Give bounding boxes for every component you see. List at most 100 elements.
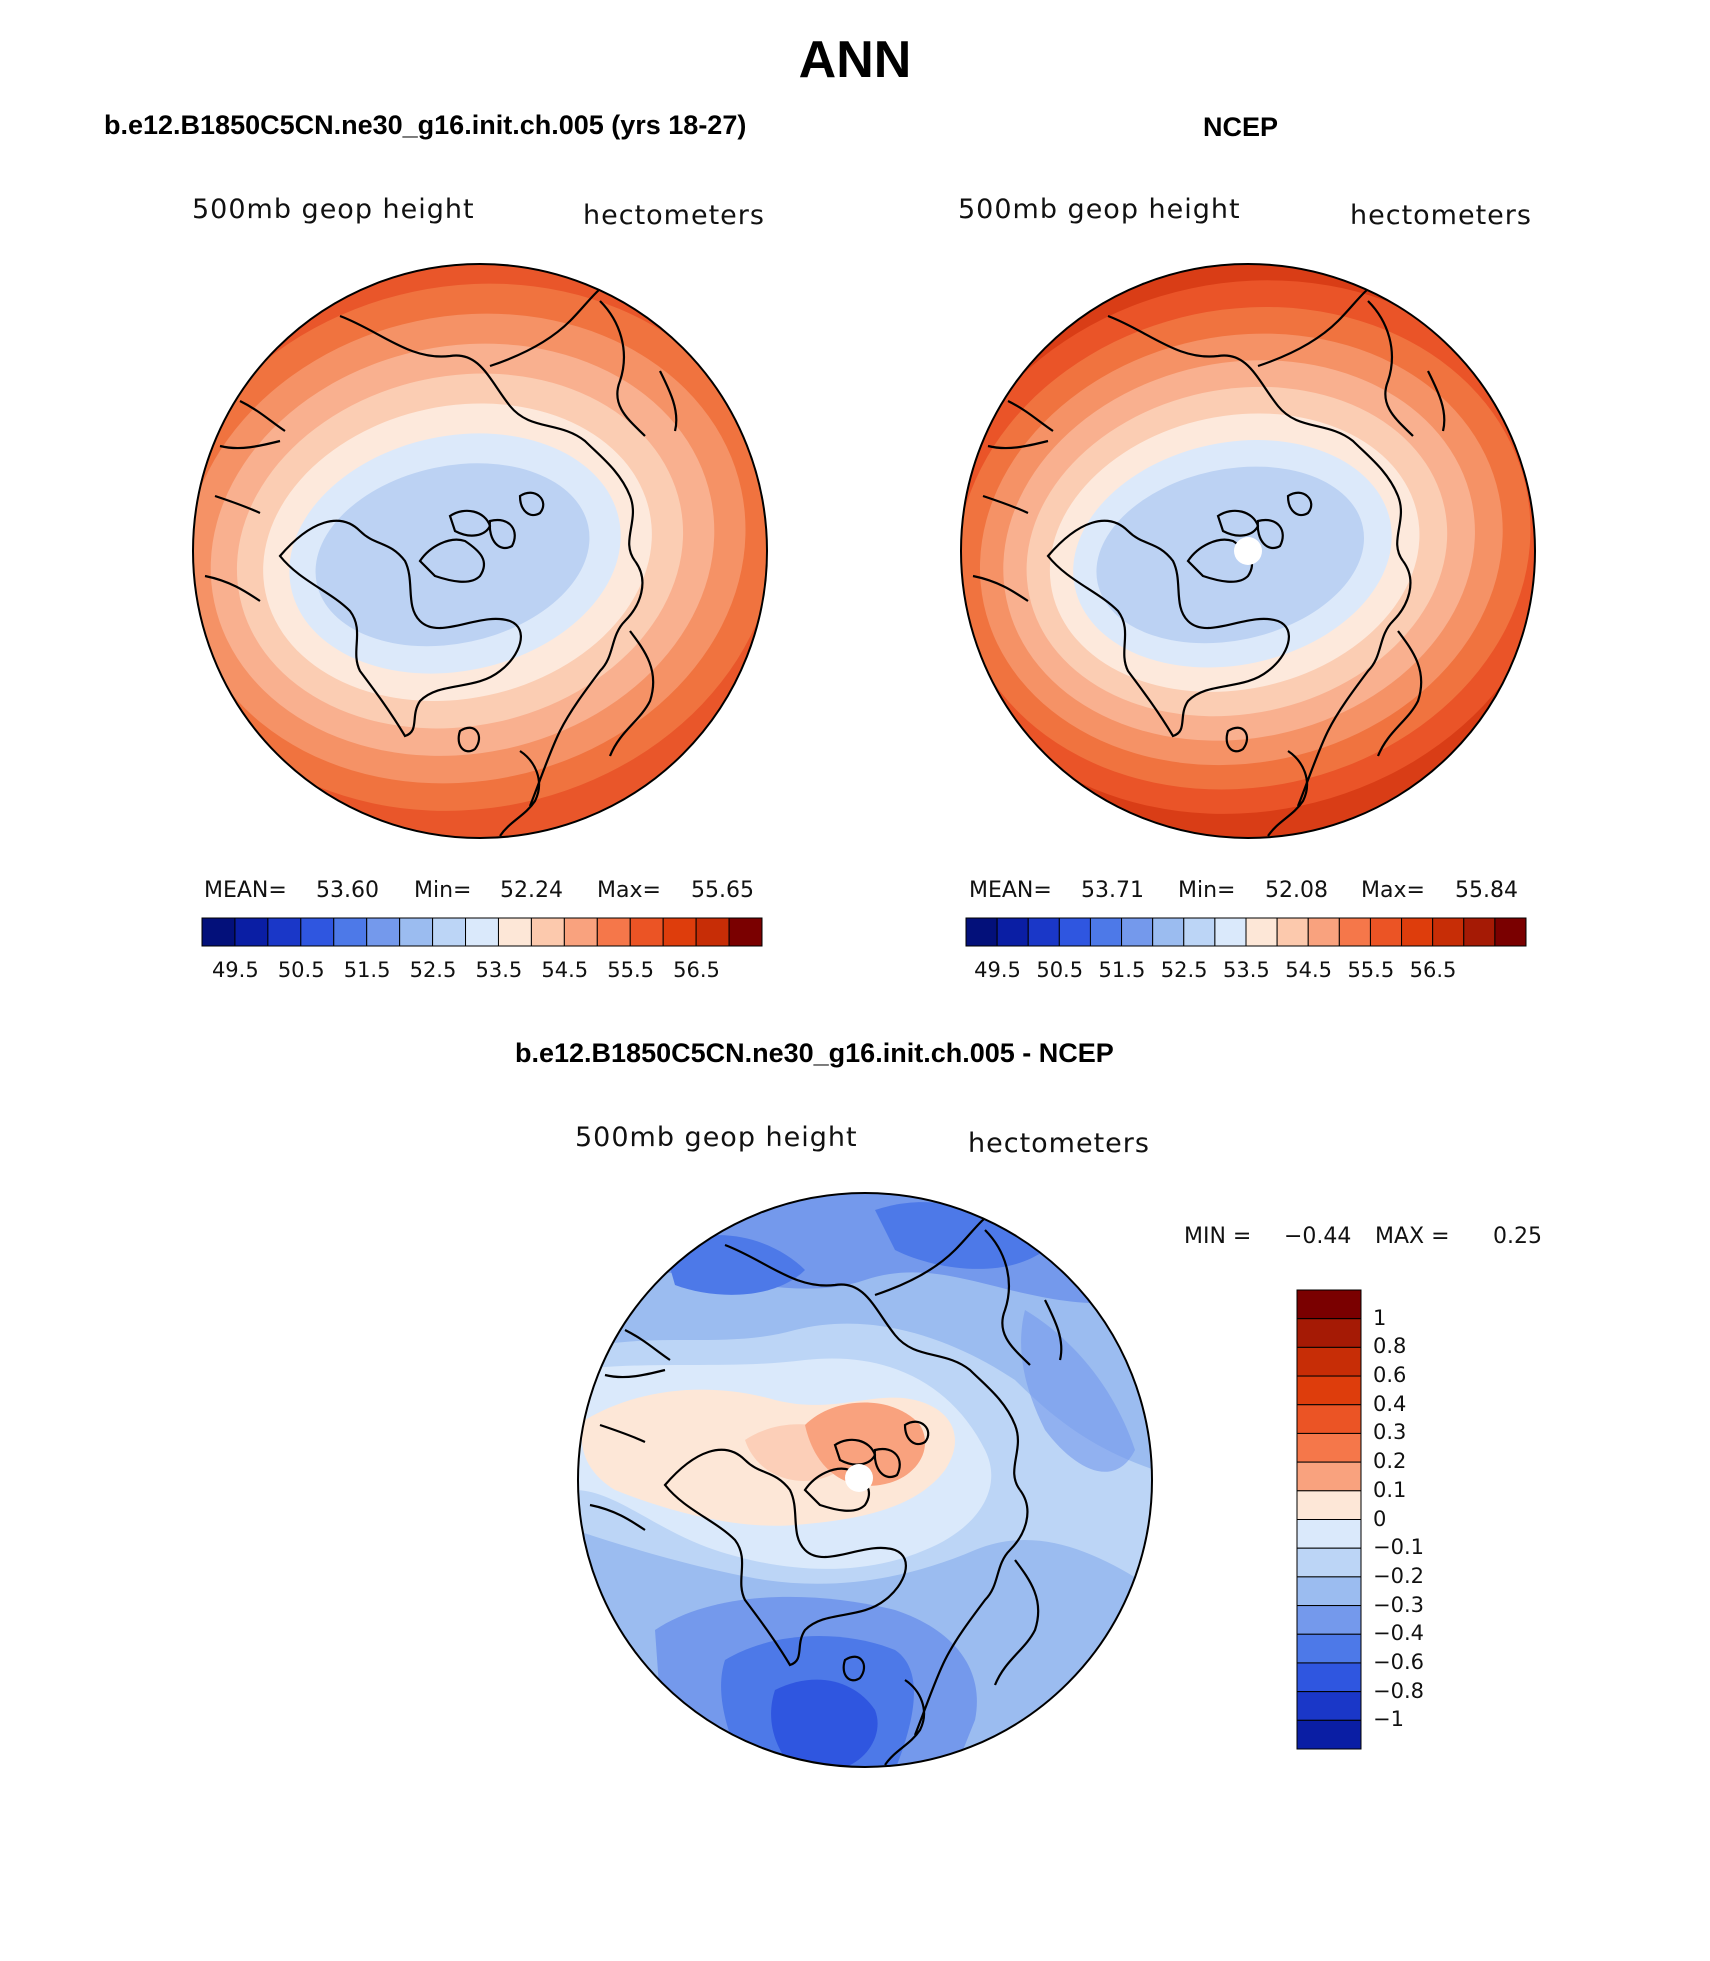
colorbar-tick-label: 55.5 xyxy=(1347,958,1395,982)
colorbar-box xyxy=(1121,917,1154,947)
colorbar-box xyxy=(465,917,499,947)
colorbar-tick-label: 54.5 xyxy=(1285,958,1332,982)
colorbar-tick-label: 0.1 xyxy=(1373,1477,1407,1502)
colorbar-tick-label: 51.5 xyxy=(1098,958,1146,982)
colorbar-box xyxy=(1089,917,1123,947)
colorbar-tick-label: 56.5 xyxy=(1409,958,1457,982)
map-boundary-model xyxy=(192,263,768,839)
colorbar-box xyxy=(1307,917,1340,947)
mean-label-obs: MEAN= xyxy=(969,878,1052,903)
contour-fill-model xyxy=(193,264,767,838)
colorbar-box xyxy=(1401,917,1434,947)
colorbar-box xyxy=(1296,1289,1362,1320)
colorbar-box xyxy=(1296,1691,1362,1721)
polar-map-model xyxy=(192,263,768,839)
pole-hole-difference xyxy=(845,1464,873,1492)
max-label-obs: Max= xyxy=(1361,878,1425,903)
polar-map-obs xyxy=(960,263,1536,839)
colorbar-box xyxy=(965,917,998,947)
colorbar-box xyxy=(1296,1490,1362,1520)
colorbar-box xyxy=(1296,1519,1362,1549)
colorbar-tick-label: 52.5 xyxy=(409,958,457,982)
min-label-model: Min= xyxy=(414,878,472,903)
colorbar-box xyxy=(497,917,532,947)
colorbar-tick-label: 50.5 xyxy=(277,958,325,982)
colorbar-tick-label: 53.5 xyxy=(475,958,523,982)
colorbar-box xyxy=(1296,1633,1362,1664)
map-boundary-difference xyxy=(577,1192,1153,1768)
colorbar-difference xyxy=(1296,1289,1362,1750)
coastlines-model xyxy=(204,280,678,837)
colorbar-box xyxy=(1296,1547,1362,1578)
colorbar-box xyxy=(1369,917,1403,947)
colorbar-tick-label: 49.5 xyxy=(211,958,259,982)
colorbar-tick-label: −0.8 xyxy=(1373,1678,1424,1703)
figure-title: ANN xyxy=(798,31,912,89)
colorbar-tick-label: 51.5 xyxy=(343,958,391,982)
colorbar-box xyxy=(695,917,730,947)
colorbar-box xyxy=(1296,1576,1362,1607)
colorbar-tick-label: 1 xyxy=(1373,1305,1387,1330)
colorbar-box xyxy=(1296,1346,1362,1377)
panel-title-difference: b.e12.B1850C5CN.ne30_g16.init.ch.005 - N… xyxy=(515,1038,1114,1068)
colorbar-box xyxy=(1494,917,1527,947)
colorbar-tick-label: −0.6 xyxy=(1373,1649,1424,1674)
colorbar-tick-label: 0.3 xyxy=(1373,1420,1407,1445)
contour-band xyxy=(1096,466,1365,644)
colorbar-tick-label: 0.6 xyxy=(1373,1363,1407,1388)
colorbar-box xyxy=(629,917,664,947)
panel-title-obs: NCEP xyxy=(1203,112,1279,142)
mean-value-model: 53.60 xyxy=(316,878,379,903)
max-label-model: Max= xyxy=(597,878,661,903)
variable-label-model: 500mb geop height xyxy=(192,194,475,225)
colorbar-tick-label: −0.2 xyxy=(1373,1563,1424,1588)
max-value-obs: 55.84 xyxy=(1455,878,1518,903)
colorbar-box xyxy=(728,917,763,947)
colorbar-box xyxy=(662,917,697,947)
colorbar-box xyxy=(300,917,335,947)
units-label-difference: hectometers xyxy=(968,1128,1150,1159)
mean-value-obs: 53.71 xyxy=(1081,878,1144,903)
colorbar-box xyxy=(432,917,467,947)
colorbar-box xyxy=(1296,1432,1362,1463)
colorbar-box xyxy=(201,917,236,947)
min-value-obs: 52.08 xyxy=(1265,878,1328,903)
colorbar-box xyxy=(596,917,631,947)
colorbar-box xyxy=(563,917,598,947)
colorbar-box xyxy=(1276,917,1309,947)
pole-hole-obs xyxy=(1234,537,1262,565)
colorbar-box xyxy=(530,917,565,947)
diff-max-label: MAX = xyxy=(1375,1224,1450,1249)
colorbar-obs xyxy=(965,917,1527,947)
colorbar-tick-label: 56.5 xyxy=(673,958,720,982)
colorbar-tick-label: 0.2 xyxy=(1373,1449,1407,1474)
diff-max-value: 0.25 xyxy=(1493,1224,1542,1249)
max-value-model: 55.65 xyxy=(691,878,754,903)
colorbar-box xyxy=(1214,917,1247,947)
min-value-model: 52.24 xyxy=(500,878,563,903)
colorbar-tick-label: 50.5 xyxy=(1036,958,1084,982)
colorbar-tick-label: −0.3 xyxy=(1373,1592,1424,1617)
colorbar-tick-label: 0.8 xyxy=(1373,1334,1407,1359)
colorbar-box xyxy=(1152,917,1185,947)
colorbar-box xyxy=(1296,1375,1362,1406)
coastlines-obs xyxy=(972,280,1446,837)
colorbar-box xyxy=(1296,1318,1362,1348)
map-boundary-obs xyxy=(960,263,1536,839)
colorbar-box xyxy=(1296,1461,1362,1492)
colorbar-tick-label: 0.4 xyxy=(1373,1391,1407,1416)
colorbar-box xyxy=(996,917,1029,947)
colorbar-tick-label: −0.4 xyxy=(1373,1621,1424,1646)
variable-label-difference: 500mb geop height xyxy=(575,1122,858,1153)
colorbar-box xyxy=(1463,917,1496,947)
colorbar-box xyxy=(1296,1605,1362,1635)
colorbar-tick-label: −0.1 xyxy=(1373,1535,1424,1560)
colorbar-tick-label: 0 xyxy=(1373,1506,1387,1531)
colorbar-box xyxy=(333,917,368,947)
colorbar-box xyxy=(1296,1719,1362,1750)
colorbar-box xyxy=(399,917,434,947)
colorbar-box xyxy=(366,917,401,947)
units-label-obs: hectometers xyxy=(1350,200,1532,231)
coastlines-difference xyxy=(589,1209,1063,1766)
diff-min-value: −0.44 xyxy=(1284,1224,1352,1249)
